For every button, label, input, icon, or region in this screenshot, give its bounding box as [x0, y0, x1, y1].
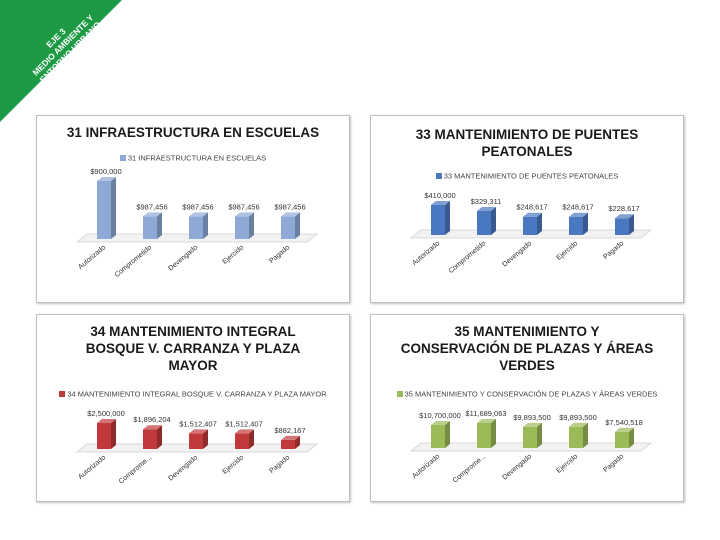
chart-title: 31 INFRAESTRUCTURA EN ESCUELAS: [37, 124, 349, 141]
data-label: $410,000: [424, 191, 455, 200]
data-label: $987,456: [274, 202, 305, 211]
chart-title-line: 34 MANTENIMIENTO INTEGRAL: [90, 324, 296, 339]
category-label: Autorizado: [411, 453, 441, 480]
chart-panel-31: 31 INFRAESTRUCTURA EN ESCUELAS 31 INFRAES…: [36, 115, 350, 303]
data-label: $900,000: [90, 167, 121, 176]
bar: [189, 212, 208, 239]
data-label: $248,617: [516, 203, 547, 212]
data-label: $329,311: [471, 197, 502, 206]
bar: [143, 212, 162, 239]
bar: [477, 419, 496, 448]
chart-legend: 33 MANTENIMIENTO DE PUENTES PEATONALES: [371, 171, 683, 181]
category-label: Ejercido: [555, 453, 579, 475]
data-label: $987,456: [182, 202, 213, 211]
chart-title-line: 31 INFRAESTRUCTURA EN ESCUELAS: [66, 125, 320, 140]
bar: [477, 207, 496, 235]
legend-swatch: [59, 391, 66, 398]
category-label: Comprometido: [448, 240, 488, 275]
bar: [97, 177, 116, 239]
bar: [97, 419, 116, 449]
bar: [615, 427, 634, 448]
data-label: $1,512,407: [179, 419, 217, 428]
data-label: $987,456: [228, 202, 259, 211]
chart-title-line: 33 MANTENIMIENTO DE PUENTES: [415, 127, 639, 142]
chart-title-line: VERDES: [499, 358, 555, 373]
legend-label: 31 INFRAESTRUCTURA EN ESCUELAS: [127, 153, 267, 163]
bar: [189, 429, 208, 449]
data-label: $10,700,000: [419, 411, 461, 420]
data-label: $248,617: [562, 203, 593, 212]
category-label: Ejercido: [221, 454, 245, 476]
category-label: Pagado: [268, 454, 291, 475]
category-label: Autorizado: [77, 244, 107, 271]
data-label: $2,500,000: [87, 409, 125, 418]
category-label: Devengado: [167, 454, 199, 482]
chart-title: 33 MANTENIMIENTO DE PUENTES PEATONALES: [371, 126, 683, 160]
category-label: Comprome...: [118, 454, 154, 485]
chart-panel-35: 35 MANTENIMIENTO Y CONSERVACIÓN DE PLAZAS…: [370, 314, 684, 502]
data-label: $882,167: [274, 426, 305, 435]
legend-label: 35 MANTENIMIENTO Y CONSERVACIÓN DE PLAZA…: [404, 389, 658, 399]
chart-panel-33: 33 MANTENIMIENTO DE PUENTES PEATONALES 33 …: [370, 115, 684, 303]
chart-title-line: 35 MANTENIMIENTO Y: [454, 324, 600, 339]
bar: [523, 212, 542, 235]
category-label: Autorizado: [411, 240, 441, 267]
legend-label: 34 MANTENIMIENTO INTEGRAL BOSQUE V. CARR…: [67, 389, 327, 399]
chart-plot: $410,000 Autorizado $329,311 Comprometido $2…: [409, 191, 653, 275]
category-label: Devengado: [501, 240, 533, 268]
chart-panel-34: 34 MANTENIMIENTO INTEGRAL BOSQUE V. CARRA…: [36, 314, 350, 502]
bar: [235, 429, 254, 449]
bar: [615, 214, 634, 235]
bar: [281, 212, 300, 239]
category-label: Comprometido: [114, 244, 154, 279]
bar: [523, 422, 542, 448]
chart-title-line: MAYOR: [168, 358, 218, 373]
category-label: Devengado: [167, 244, 199, 272]
chart-title-line: BOSQUE V. CARRANZA Y PLAZA: [85, 341, 301, 356]
category-label: Ejercido: [555, 240, 579, 262]
data-label: $1,512,407: [225, 419, 263, 428]
category-label: Comprome...: [452, 453, 488, 484]
bar: [569, 422, 588, 448]
legend-swatch: [119, 155, 126, 162]
data-label: $1,896,204: [133, 415, 171, 424]
chart-title: 35 MANTENIMIENTO Y CONSERVACIÓN DE PLAZAS…: [371, 323, 683, 374]
chart-legend: 35 MANTENIMIENTO Y CONSERVACIÓN DE PLAZA…: [371, 389, 683, 399]
bar: [569, 212, 588, 235]
chart-title: 34 MANTENIMIENTO INTEGRAL BOSQUE V. CARRA…: [37, 323, 349, 374]
legend-swatch: [396, 391, 403, 398]
category-label: Pagado: [602, 453, 625, 474]
bar: [281, 435, 300, 449]
data-label: $9,893,500: [559, 413, 597, 422]
chart-title-line: CONSERVACIÓN DE PLAZAS Y ÁREAS: [400, 341, 654, 356]
chart-legend: 31 INFRAESTRUCTURA EN ESCUELAS: [37, 153, 349, 163]
bar: [431, 201, 450, 235]
data-label: $9,893,500: [513, 413, 551, 422]
data-label: $11,689,063: [465, 409, 506, 418]
bar: [235, 212, 254, 239]
category-label: Ejercido: [221, 244, 245, 266]
chart-title-line: PEATONALES: [481, 144, 573, 159]
category-label: Pagado: [268, 244, 291, 265]
chart-plot: $10,700,000 Autorizado $11,689,063 Comprome…: [409, 409, 653, 485]
legend-swatch: [435, 173, 442, 180]
legend-label: 33 MANTENIMIENTO DE PUENTES PEATONALES: [443, 171, 619, 181]
category-label: Devengado: [501, 453, 533, 481]
chart-legend: 34 MANTENIMIENTO INTEGRAL BOSQUE V. CARR…: [37, 389, 349, 399]
chart-plot: $2,500,000 Autorizado $1,896,204 Comprome..…: [75, 409, 319, 486]
bar: [431, 421, 450, 448]
data-label: $228,617: [608, 204, 639, 213]
category-label: Autorizado: [77, 454, 107, 481]
data-label: $7,540,518: [605, 418, 643, 427]
bar: [143, 425, 162, 449]
corner-banner: [0, 0, 122, 122]
data-label: $987,456: [136, 202, 167, 211]
chart-plot: $900,000 Autorizado $987,456 Comprometido $9…: [75, 167, 319, 279]
category-label: Pagado: [602, 240, 625, 261]
